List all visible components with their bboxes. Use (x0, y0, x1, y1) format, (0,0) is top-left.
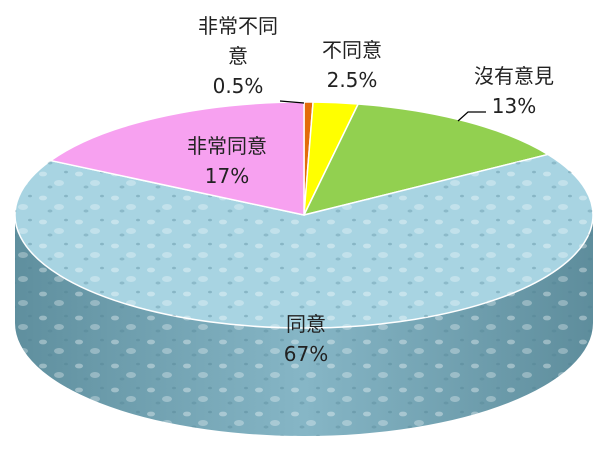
pie-slices (14, 101, 594, 329)
pie-slice-texture (15, 154, 594, 329)
slice-category-label: 同意 (286, 312, 326, 336)
slice-value-label: 2.5% (327, 68, 378, 92)
slice-value-label: 0.5% (213, 74, 264, 98)
slice-value-label: 17% (205, 164, 249, 188)
leader-line (457, 111, 486, 122)
slice-label-3: 同意 67% (284, 312, 328, 366)
slice-label-2: 沒有意見 13% (474, 64, 554, 118)
slice-category-label: 不同意 (322, 38, 382, 62)
slice-label-4: 非常同意 17% (187, 134, 267, 188)
pie-slice-4 (48, 101, 305, 216)
slice-category-label: 非常不同 (198, 14, 278, 38)
pie-side-walls (15, 215, 593, 436)
pie-slice-2 (302, 103, 550, 217)
pie-side-texture (15, 215, 593, 436)
slice-value-label: 13% (492, 94, 536, 118)
slice-value-label: 67% (284, 342, 328, 366)
slice-category-label: 意 (228, 44, 248, 68)
slice-category-label: 非常同意 (187, 134, 267, 158)
leader-lines (279, 100, 486, 122)
slice-category-label: 沒有意見 (474, 64, 554, 88)
leader-line (279, 100, 305, 104)
slice-label-1: 不同意 2.5% (322, 38, 382, 92)
